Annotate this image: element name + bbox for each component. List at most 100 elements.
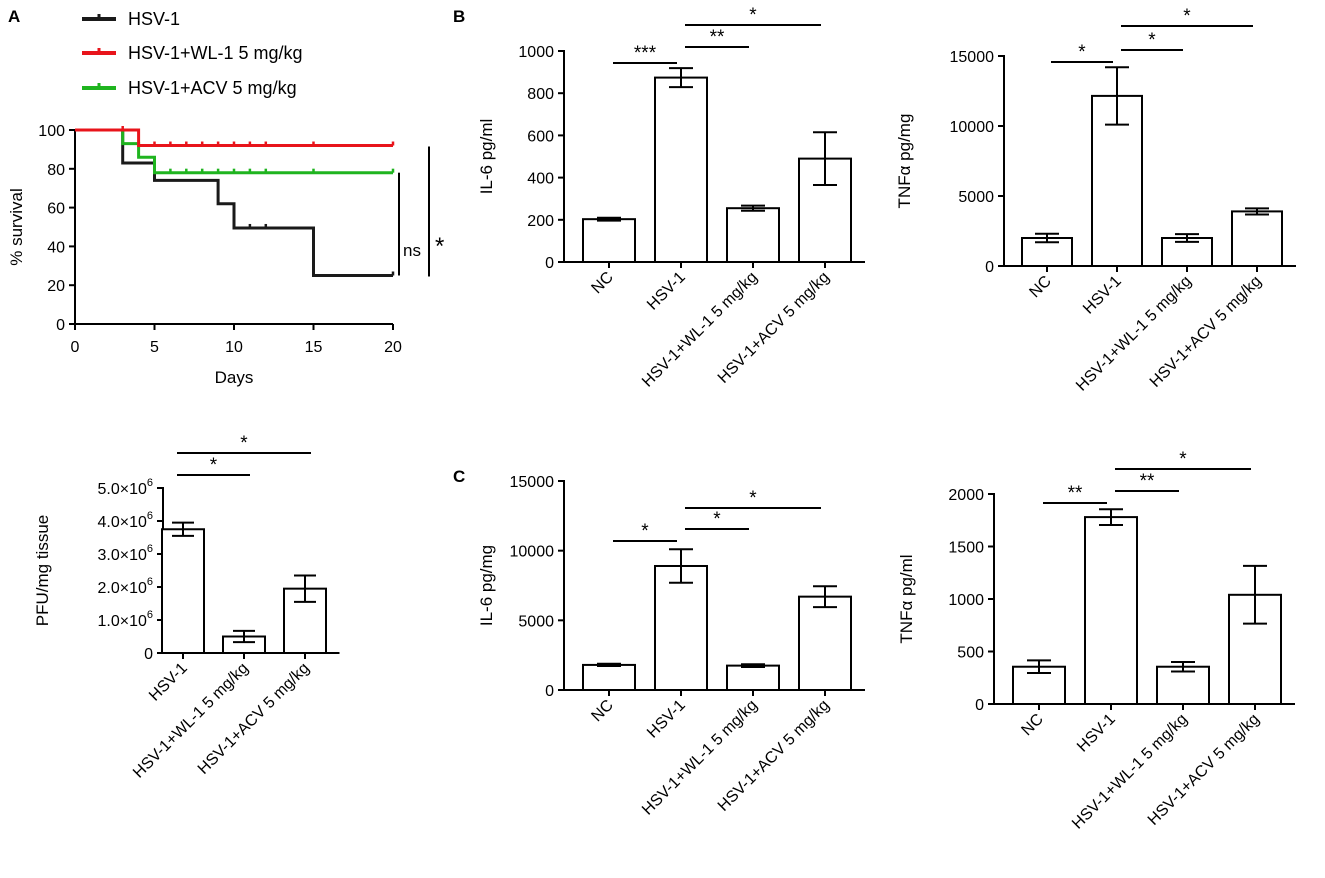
y-tick-label: 2.0×106: [97, 576, 153, 597]
y-tick-label: 0: [985, 259, 994, 276]
y-axis-label: % survival: [7, 188, 26, 265]
x-tick-label: 5: [150, 339, 159, 356]
y-tick-label: 1500: [948, 540, 984, 557]
category-label-1: HSV-1+WL-1 5 mg/kg: [130, 660, 252, 782]
pfu-bar-chart: 0 1.0×106 2.0×106 3.0×106 4.0×106 5.0×106 PFU/…: [33, 433, 340, 782]
b-tnf-bar-chart: 0 5000 10000 15000 TNFα pg/mg NC HSV-1HSV-1+WL…: [895, 6, 1296, 395]
y-tick-label: 2000: [948, 487, 984, 504]
y-tick-label: 15000: [510, 474, 555, 491]
y-tick-label: 20: [47, 278, 65, 295]
y-tick-exponent: 6: [147, 609, 153, 621]
y-tick-label: 1000: [518, 44, 554, 61]
x-tick-label: 15: [305, 339, 323, 356]
y-axis-label: PFU/mg tissue: [33, 515, 52, 626]
y-tick-label: 1.0×106: [97, 609, 153, 630]
bar-0: [582, 218, 636, 264]
y-tick-label: 1000: [948, 592, 984, 609]
y-tick-label: 5000: [518, 613, 554, 630]
y-tick-label: 0: [545, 255, 554, 272]
bar-1: [1084, 516, 1138, 705]
y-axis-label: TNFα pg/ml: [897, 554, 916, 643]
panel-label-b: B: [453, 7, 465, 26]
survival-line-2: [75, 128, 393, 175]
significance-label-1: **: [1140, 471, 1155, 492]
y-tick-label: 0: [545, 683, 554, 700]
y-tick-label: 0: [56, 317, 65, 334]
y-axis-label: TNFα pg/mg: [895, 114, 914, 209]
y-tick-label: 600: [527, 128, 554, 145]
bar-3: [798, 595, 852, 691]
y-tick-label: 400: [527, 171, 554, 188]
y-tick-label: 100: [38, 123, 65, 140]
legend-label-2: HSV-1+ACV 5 mg/kg: [128, 78, 297, 98]
category-label-2: HSV-1+WL-1 5 mg/kg: [1073, 273, 1195, 395]
y-tick-exponent: 6: [147, 510, 153, 522]
y-tick-label: 0: [975, 697, 984, 714]
panel-label-c: C: [453, 467, 465, 486]
bar-0: [161, 528, 205, 654]
significance-label-1: *: [713, 509, 721, 530]
category-label-0: NC: [588, 697, 616, 725]
bar-3: [1231, 210, 1283, 267]
y-axis-label: IL-6 pg/ml: [477, 119, 496, 195]
category-label-0: HSV-1: [146, 660, 191, 705]
bar-1: [654, 76, 708, 263]
y-tick-label: 15000: [950, 49, 995, 66]
legend-label-0: HSV-1: [128, 9, 180, 29]
y-tick-label: 200: [527, 213, 554, 230]
star-label: *: [435, 233, 444, 260]
x-tick-label: 10: [225, 339, 243, 356]
significance-label-2: *: [749, 5, 757, 26]
y-tick-label: 10000: [950, 119, 995, 136]
significance-label-2: *: [749, 488, 757, 509]
significance-label-1: *: [240, 433, 248, 454]
significance-label-0: *: [1078, 42, 1086, 63]
y-tick-label: 80: [47, 162, 65, 179]
significance-label-0: *: [210, 455, 218, 476]
x-tick-label: 20: [384, 339, 402, 356]
category-label-0: NC: [588, 269, 616, 297]
category-label-1: HSV-1: [644, 697, 689, 742]
y-tick-exponent: 6: [147, 543, 153, 555]
category-label-2: HSV-1+ACV 5 mg/kg: [195, 660, 313, 778]
significance-label-2: *: [1183, 6, 1191, 27]
significance-label-0: ***: [634, 43, 657, 64]
y-tick-label: 4.0×106: [97, 510, 153, 531]
significance-label-1: *: [1148, 30, 1156, 51]
significance-label-0: **: [1068, 483, 1083, 504]
bar-2: [726, 207, 780, 264]
category-label-1: HSV-1: [1074, 711, 1119, 756]
category-label-0: NC: [1026, 273, 1054, 301]
panel-label-a: A: [8, 7, 20, 26]
y-tick-label: 5000: [958, 189, 994, 206]
survival-line-0: [75, 128, 393, 277]
y-tick-exponent: 6: [147, 477, 153, 489]
significance-label-2: *: [1179, 449, 1187, 470]
ns-label: ns: [403, 241, 421, 260]
y-tick-exponent: 6: [147, 576, 153, 588]
y-tick-label: 3.0×106: [97, 543, 153, 564]
y-tick-label: 800: [527, 86, 554, 103]
bar-0: [582, 663, 636, 691]
y-tick-label: 0: [144, 646, 153, 663]
category-label-1: HSV-1: [1080, 273, 1125, 318]
x-axis-label: Days: [215, 368, 254, 387]
legend-label-1: HSV-1+WL-1 5 mg/kg: [128, 43, 303, 63]
category-label-1: HSV-1: [644, 269, 689, 314]
bar-2: [726, 664, 780, 691]
category-label-0: NC: [1018, 711, 1046, 739]
y-axis-label: IL-6 pg/mg: [477, 545, 496, 626]
significance-label-1: **: [710, 27, 725, 48]
bar-1: [654, 564, 708, 692]
bar-2: [1156, 665, 1210, 705]
significance-label-0: *: [641, 521, 649, 542]
y-tick-label: 5.0×106: [97, 477, 153, 498]
y-tick-label: 500: [957, 645, 984, 662]
x-tick-label: 0: [71, 339, 80, 356]
y-tick-label: 10000: [510, 544, 555, 561]
y-tick-label: 40: [47, 239, 65, 256]
